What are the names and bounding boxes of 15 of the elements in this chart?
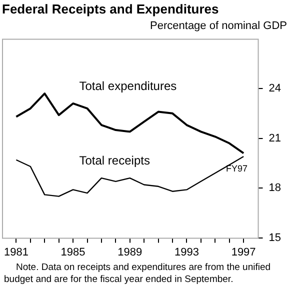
- y-tick-label: 15: [268, 232, 282, 244]
- x-tick-label: 1985: [60, 246, 86, 258]
- series-label: Total expenditures: [79, 78, 177, 93]
- chart-title: Federal Receipts and Expenditures: [2, 1, 219, 16]
- x-tick-label: 1997: [231, 246, 256, 258]
- series-label: Total receipts: [79, 153, 150, 168]
- x-tick-label: 1993: [174, 246, 199, 258]
- y-tick-label: 18: [268, 182, 282, 194]
- text: Note. Data on receipts and expenditures are from the unified budget and are for the fiscal year ended in September.: [3, 262, 272, 286]
- x-tick-label: 1989: [118, 246, 142, 258]
- y-tick-label: 24: [268, 82, 282, 95]
- chart-subtitle: Percentage of nominal GDP: [150, 20, 287, 32]
- annotation: FY97: [226, 164, 248, 174]
- x-tick-label: 1981: [4, 246, 28, 258]
- y-tick-label: 21: [268, 132, 282, 144]
